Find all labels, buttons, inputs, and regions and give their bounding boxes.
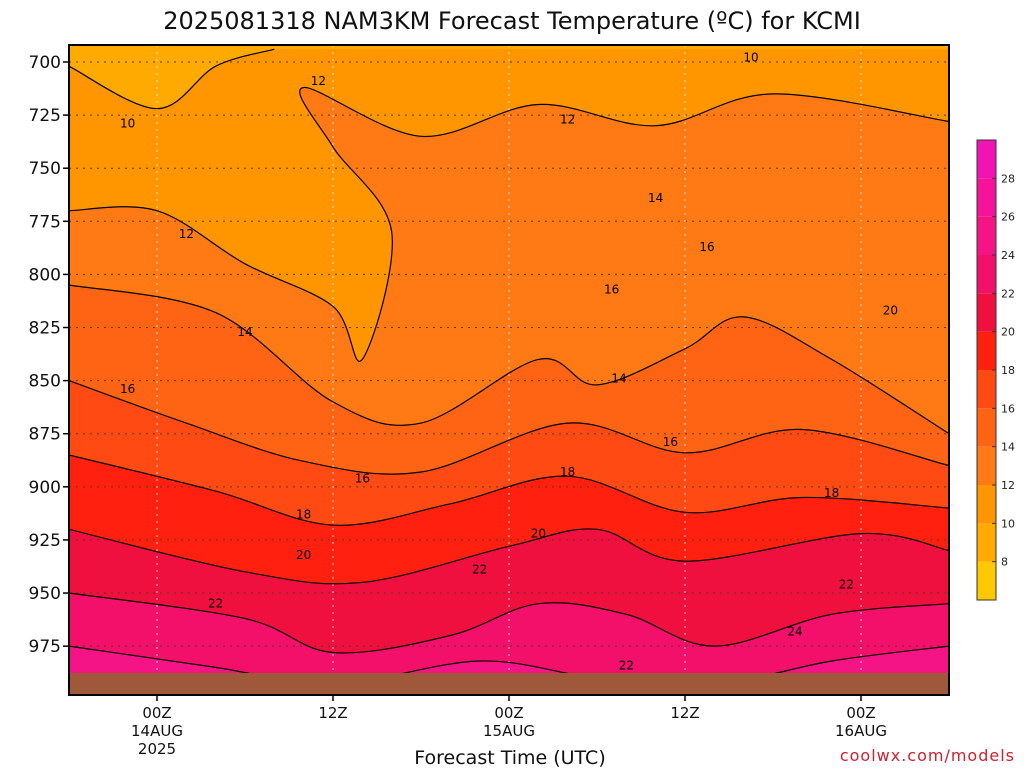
x-tick-label: 12Z bbox=[318, 704, 347, 722]
contour-label: 16 bbox=[663, 435, 678, 449]
contour-label: 10 bbox=[120, 117, 135, 131]
x-tick-label: 14AUG bbox=[131, 722, 183, 740]
y-tick-label: 950 bbox=[29, 584, 61, 604]
contour-14 bbox=[69, 284, 949, 435]
contour-16 bbox=[69, 380, 949, 475]
contour-label: 16 bbox=[355, 471, 370, 485]
colorbar-swatch bbox=[977, 293, 996, 332]
y-tick-label: 850 bbox=[29, 372, 61, 392]
contour-label: 12 bbox=[179, 227, 194, 241]
contour-label: 16 bbox=[604, 282, 619, 296]
chart-title: 2025081318 NAM3KM Forecast Temperature (… bbox=[163, 7, 861, 35]
colorbar-tick-label: 28 bbox=[1001, 172, 1015, 185]
colorbar-swatch bbox=[977, 178, 996, 217]
colorbar-tick-label: 14 bbox=[1001, 441, 1015, 454]
contour-label: 12 bbox=[560, 112, 575, 126]
x-tick-label: 12Z bbox=[670, 704, 699, 722]
colorbar-swatch bbox=[977, 140, 996, 179]
colorbar-swatch bbox=[977, 255, 996, 294]
colorbar-swatch bbox=[977, 331, 996, 370]
colorbar-tick-label: 20 bbox=[1001, 326, 1015, 339]
x-axis-label: Forecast Time (UTC) bbox=[414, 747, 605, 768]
contour-label: 22 bbox=[839, 578, 854, 592]
contour-label: 22 bbox=[619, 658, 634, 672]
contour-12 bbox=[69, 86, 949, 362]
contour-label: 20 bbox=[883, 304, 898, 318]
colorbar-swatch bbox=[977, 523, 996, 562]
x-tick-label: 00Z bbox=[142, 704, 171, 722]
contour-label: 20 bbox=[296, 548, 311, 562]
colorbar-swatch bbox=[977, 408, 996, 447]
colorbar-swatch bbox=[977, 446, 996, 485]
colorbar-tick-label: 18 bbox=[1001, 364, 1015, 377]
contour-22 bbox=[69, 592, 949, 654]
x-tick-label: 2025 bbox=[138, 740, 176, 758]
band-22 bbox=[69, 593, 949, 695]
contour-labels: 10 10 12 12 12 14 14 14 16 16 16 16 16 18 18 18 20 20 20 22… bbox=[120, 51, 898, 673]
y-tick-label: 975 bbox=[29, 637, 61, 657]
colorbar-tick-label: 10 bbox=[1001, 517, 1015, 530]
colorbar-swatch bbox=[977, 561, 996, 600]
contour-label: 14 bbox=[611, 371, 626, 385]
contour-label: 20 bbox=[531, 527, 546, 541]
y-tick-label: 700 bbox=[29, 53, 61, 73]
colorbar-swatch bbox=[977, 216, 996, 255]
y-tick-label: 800 bbox=[29, 265, 61, 285]
contour-label: 10 bbox=[743, 51, 758, 65]
temperature-fill bbox=[69, 45, 949, 695]
colorbar: 8 10 12 14 16 18 20 22 24 26 28 bbox=[976, 139, 1015, 601]
y-tick-label: 825 bbox=[29, 319, 61, 339]
colorbar-tick-label: 24 bbox=[1001, 249, 1015, 262]
y-tick-label: 750 bbox=[29, 159, 61, 179]
x-tick-label: 00Z bbox=[494, 704, 523, 722]
colorbar-swatch bbox=[977, 485, 996, 524]
colorbar-tick-label: 26 bbox=[1001, 211, 1015, 224]
x-tick-label: 16AUG bbox=[835, 722, 887, 740]
contour-20 bbox=[69, 528, 949, 585]
contour-label: 24 bbox=[787, 624, 802, 638]
contour-label: 18 bbox=[560, 465, 575, 479]
contour-label: 22 bbox=[208, 597, 223, 611]
colorbar-tick-label: 8 bbox=[1001, 556, 1008, 569]
colorbar-tick-label: 16 bbox=[1001, 402, 1015, 415]
y-tick-label: 925 bbox=[29, 531, 61, 551]
y-tick-label: 775 bbox=[29, 212, 61, 232]
y-tick-label: 875 bbox=[29, 425, 61, 445]
contour-label: 14 bbox=[648, 191, 663, 205]
y-tick-label: 725 bbox=[29, 106, 61, 126]
contour-label: 12 bbox=[311, 74, 326, 88]
colorbar-tick-label: 22 bbox=[1001, 287, 1015, 300]
y-tick-label: 900 bbox=[29, 478, 61, 498]
x-tick-label: 15AUG bbox=[483, 722, 535, 740]
colorbar-tick-label: 12 bbox=[1001, 479, 1015, 492]
contour-10 bbox=[69, 48, 275, 110]
contour-18 bbox=[69, 454, 949, 526]
contour-label: 18 bbox=[824, 486, 839, 500]
contour-label: 18 bbox=[296, 507, 311, 521]
contour-lines bbox=[69, 48, 949, 686]
contour-label: 16 bbox=[120, 382, 135, 396]
ground-surface bbox=[69, 673, 949, 695]
colorbar-swatch bbox=[977, 370, 996, 409]
contour-label: 22 bbox=[472, 563, 487, 577]
x-tick-label: 00Z bbox=[846, 704, 875, 722]
contour-label: 16 bbox=[699, 240, 714, 254]
credit-text: coolwx.com/models bbox=[840, 746, 1015, 765]
contour-24 bbox=[69, 645, 949, 686]
y-axis: 700 725 750 775 800 825 850 875 900 925 950 975 bbox=[29, 53, 69, 657]
contour-label: 14 bbox=[237, 325, 252, 339]
